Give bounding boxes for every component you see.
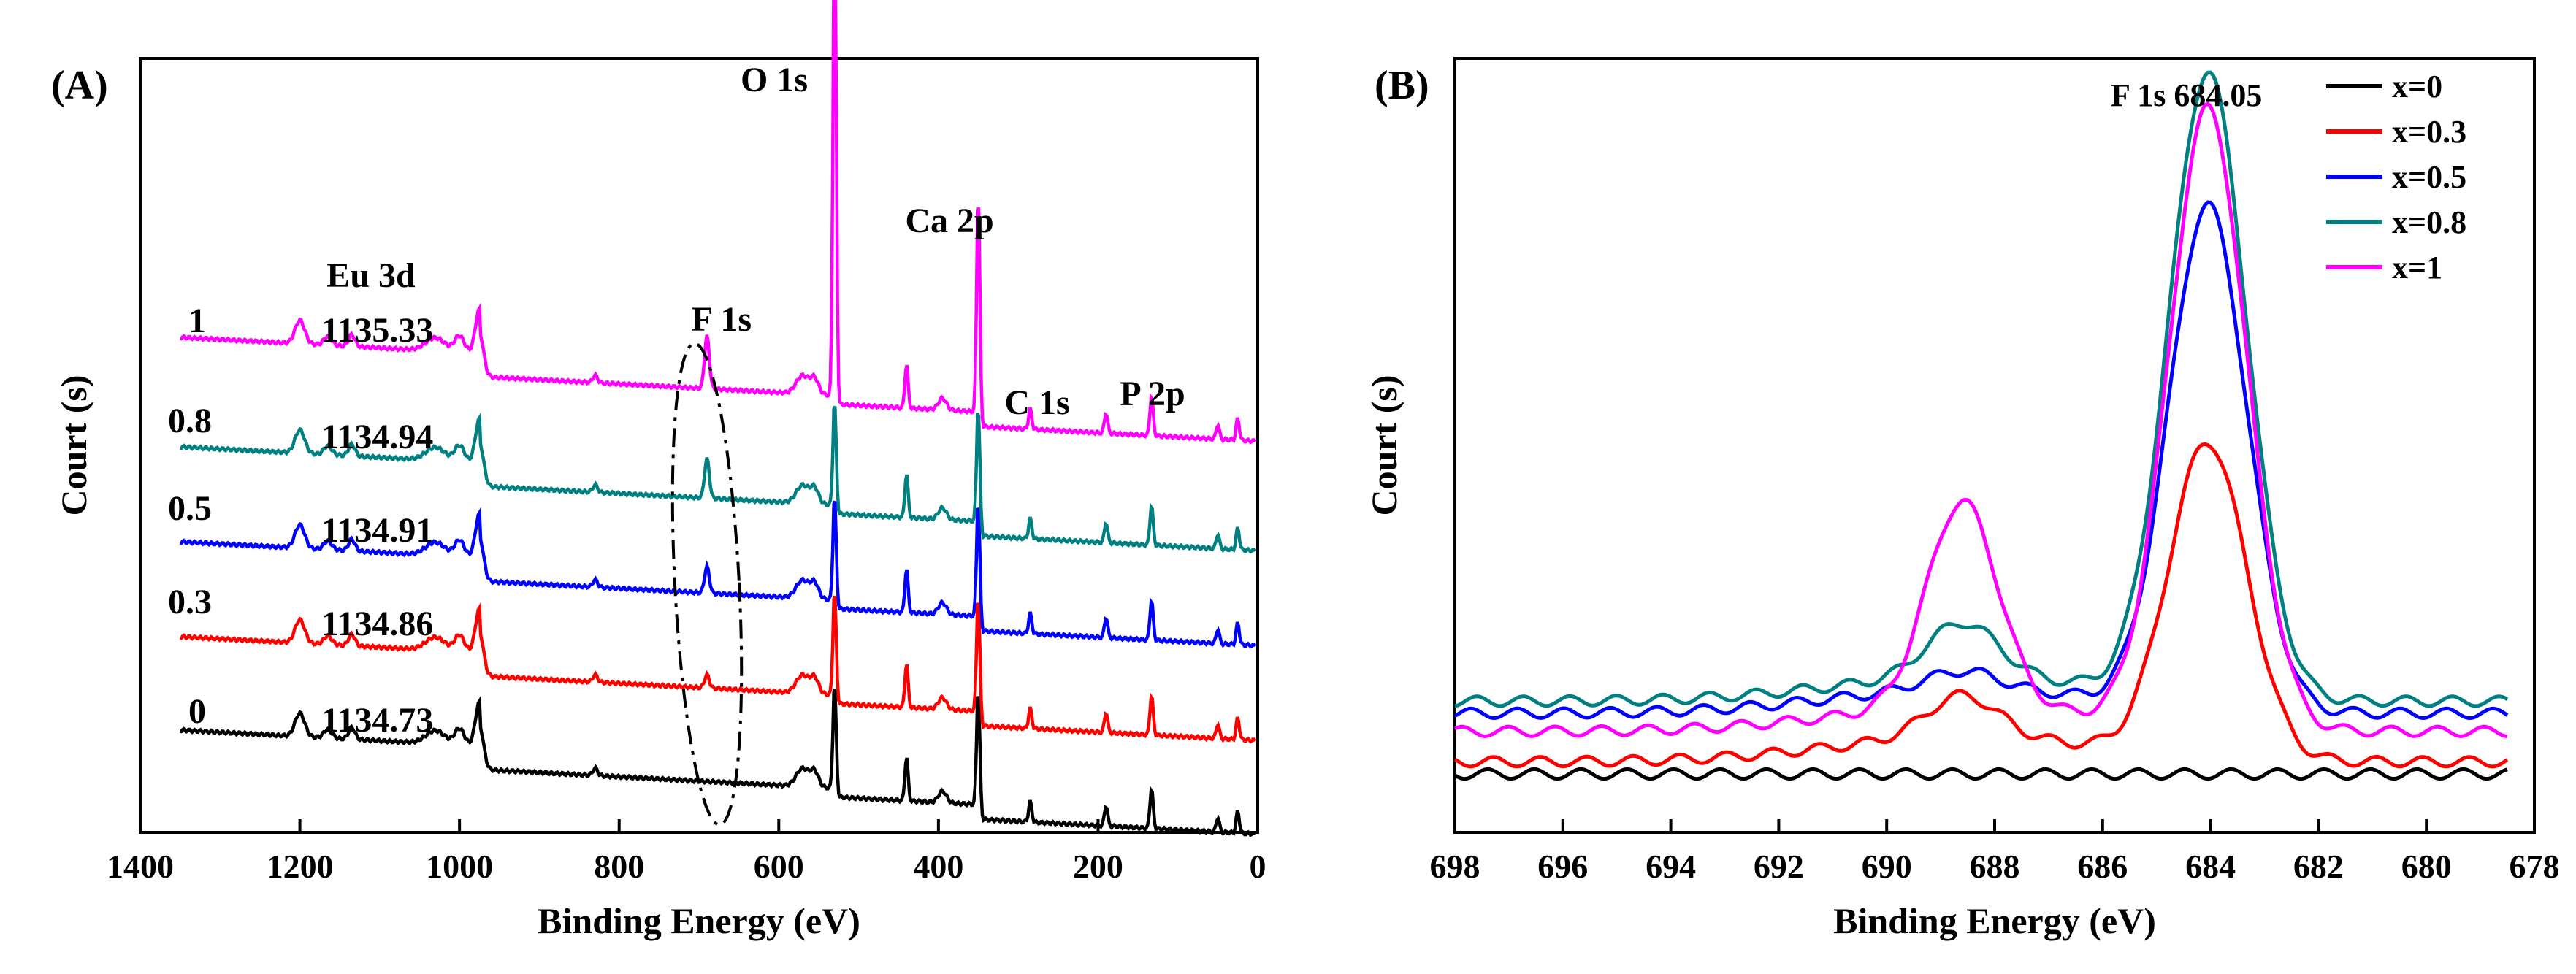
f1s-peak-annotation: F 1s 684.05 bbox=[2111, 77, 2262, 113]
panel-b-x-tick-label: 684 bbox=[2185, 848, 2236, 885]
panel-a-x-tick-label: 1400 bbox=[107, 848, 174, 885]
panel-b-x-axis-label: Binding Energy (eV) bbox=[1833, 900, 2156, 941]
legend-label-x=0: x=0 bbox=[2392, 69, 2442, 104]
spectrum-line-0.8 bbox=[180, 405, 1257, 554]
peak-label-eu3d: Eu 3d bbox=[326, 256, 416, 295]
eu3d-value-0.8: 1134.94 bbox=[321, 418, 433, 456]
panel-b-spectra bbox=[1453, 70, 2509, 781]
peak-label-f1s: F 1s bbox=[692, 300, 752, 339]
panel-a-x-axis-label: Binding Energy (eV) bbox=[538, 900, 860, 941]
legend-label-x=0.8: x=0.8 bbox=[2392, 204, 2466, 240]
panel-b-x-tick-label: 694 bbox=[1646, 848, 1696, 885]
legend-label-x=0.3: x=0.3 bbox=[2392, 114, 2466, 150]
panel-a: (A) 1400 1200 1000 800 600 400 200 0 Binding En… bbox=[51, 0, 1266, 941]
eu3d-value-0.5: 1134.91 bbox=[321, 511, 433, 550]
series-label-0.5: 0.5 bbox=[168, 489, 212, 528]
panel-b-x-ticks: 698 696 694 692 690 688 686 684 682 680 678 bbox=[1430, 819, 2560, 885]
panel-a-x-tick-label: 800 bbox=[594, 848, 644, 885]
series-label-1: 1 bbox=[188, 302, 206, 340]
f1s-line-x=0.5 bbox=[1453, 200, 2509, 721]
panel-a-x-tick-label: 400 bbox=[913, 848, 963, 885]
f1s-line-x=0.3 bbox=[1453, 442, 2509, 769]
eu3d-value-0.3: 1134.86 bbox=[321, 605, 433, 643]
panel-b-legend: x=0 x=0.3 x=0.5 x=0.8 x=1 bbox=[2326, 69, 2466, 285]
panel-b-x-tick-label: 680 bbox=[2401, 848, 2452, 885]
panel-b-x-tick-label: 682 bbox=[2293, 848, 2344, 885]
peak-label-c1s: C 1s bbox=[1004, 383, 1069, 422]
f1s-highlight-ellipse bbox=[670, 342, 744, 827]
spectrum-line-0.5 bbox=[180, 500, 1257, 649]
panel-b-x-tick-label: 688 bbox=[1970, 848, 2020, 885]
panel-a-x-tick-label: 0 bbox=[1250, 848, 1266, 885]
panel-a-x-tick-label: 1200 bbox=[267, 848, 334, 885]
panel-b-y-axis-label: Court (s) bbox=[1364, 375, 1404, 515]
legend-label-x=0.5: x=0.5 bbox=[2392, 159, 2466, 195]
panel-a-x-tick-label: 200 bbox=[1073, 848, 1123, 885]
series-label-0.3: 0.3 bbox=[168, 583, 212, 621]
panel-a-x-ticks: 1400 1200 1000 800 600 400 200 0 bbox=[107, 819, 1266, 885]
peak-label-ca2p: Ca 2p bbox=[905, 202, 993, 240]
series-label-0.8: 0.8 bbox=[168, 402, 212, 440]
panel-a-y-axis-label: Court (s) bbox=[53, 375, 94, 515]
panel-b-x-tick-label: 686 bbox=[2077, 848, 2128, 885]
panel-b: (B) 698 696 694 692 690 688 686 684 682 680 678 Bi… bbox=[1364, 57, 2560, 941]
panel-b-x-tick-label: 678 bbox=[2510, 848, 2560, 885]
legend-label-x=1: x=1 bbox=[2392, 250, 2442, 285]
peak-label-o1s: O 1s bbox=[741, 61, 808, 99]
panel-b-x-tick-label: 692 bbox=[1754, 848, 1804, 885]
spectrum-line-1 bbox=[180, 0, 1257, 445]
panel-a-x-tick-label: 1000 bbox=[426, 848, 493, 885]
f1s-line-x=1 bbox=[1453, 101, 2508, 739]
spectrum-line-0 bbox=[180, 689, 1257, 837]
panel-b-x-tick-label: 690 bbox=[1862, 848, 1912, 885]
panel-b-x-tick-label: 698 bbox=[1430, 848, 1480, 885]
f1s-line-x=0 bbox=[1453, 767, 2508, 781]
panel-a-frame bbox=[139, 57, 1259, 834]
spectrum-line-0.3 bbox=[180, 595, 1257, 744]
panel-a-x-tick-label: 600 bbox=[754, 848, 804, 885]
panel-b-x-tick-label: 696 bbox=[1537, 848, 1588, 885]
eu3d-value-1: 1135.33 bbox=[321, 311, 433, 350]
panel-a-spectra bbox=[180, 0, 1257, 837]
peak-label-p2p: P 2p bbox=[1120, 375, 1185, 413]
panel-b-label: (B) bbox=[1375, 63, 1429, 108]
series-label-0: 0 bbox=[188, 692, 206, 731]
panel-a-label: (A) bbox=[51, 63, 108, 108]
eu3d-value-0: 1134.73 bbox=[321, 701, 433, 740]
f1s-line-x=0.8 bbox=[1454, 70, 2509, 708]
